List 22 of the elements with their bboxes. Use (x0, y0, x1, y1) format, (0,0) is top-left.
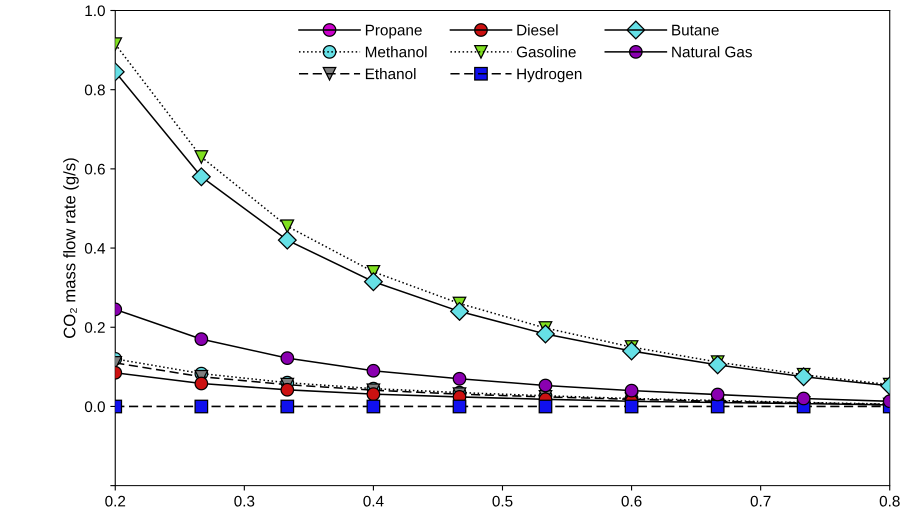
legend-label: Diesel (517, 24, 558, 36)
x-tick-label: 0.4 (363, 496, 384, 507)
y-tick-label: 0.6 (84, 164, 105, 175)
y-tick-label: 0.4 (84, 242, 106, 254)
legend-label: Propane (366, 24, 422, 38)
y-axis-title: CO₂ mass flow rate (g/s) (63, 158, 79, 338)
legend-label: Gasoline (516, 46, 576, 58)
legend-label: Methanol (366, 46, 426, 58)
legend-label: Ethanol (366, 68, 416, 80)
y-tick-label: 0.2 (84, 322, 105, 333)
y-tick-label: 0.8 (84, 84, 105, 96)
x-tick-label: 0.7 (750, 496, 771, 507)
legend-label: Hydrogen (517, 68, 582, 82)
y-tick-label: 1.0 (85, 5, 105, 16)
legend-label: Natural Gas (672, 46, 752, 58)
x-tick-label: 0.3 (234, 496, 254, 507)
x-tick-label: 0.2 (105, 496, 126, 507)
x-tick-label: 0.6 (622, 496, 642, 507)
x-tick-label: 0.8 (880, 496, 900, 507)
legend-label: Butane (672, 24, 719, 36)
x-tick-label: 0.5 (492, 496, 512, 507)
y-tick-label: 0.0 (84, 401, 105, 412)
